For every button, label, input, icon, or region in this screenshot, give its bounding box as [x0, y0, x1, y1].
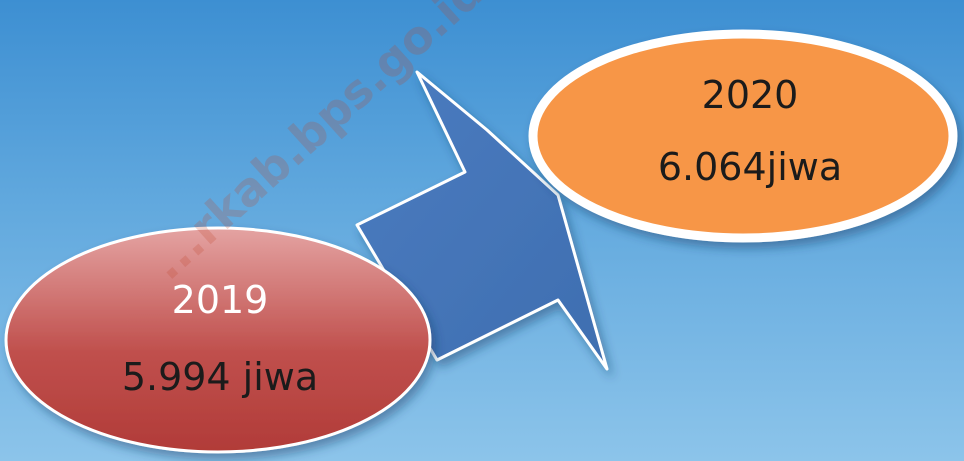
ellipse-2020 [528, 29, 958, 243]
value-2019-label: 5.994 jiwa [121, 355, 319, 399]
value-2020-label: 6.064jiwa [657, 145, 843, 189]
year-2020-label: 2020 [701, 73, 799, 117]
arrow-shape [355, 70, 609, 371]
ellipse-2019 [4, 226, 432, 454]
year-2019-label: 2019 [171, 278, 269, 322]
